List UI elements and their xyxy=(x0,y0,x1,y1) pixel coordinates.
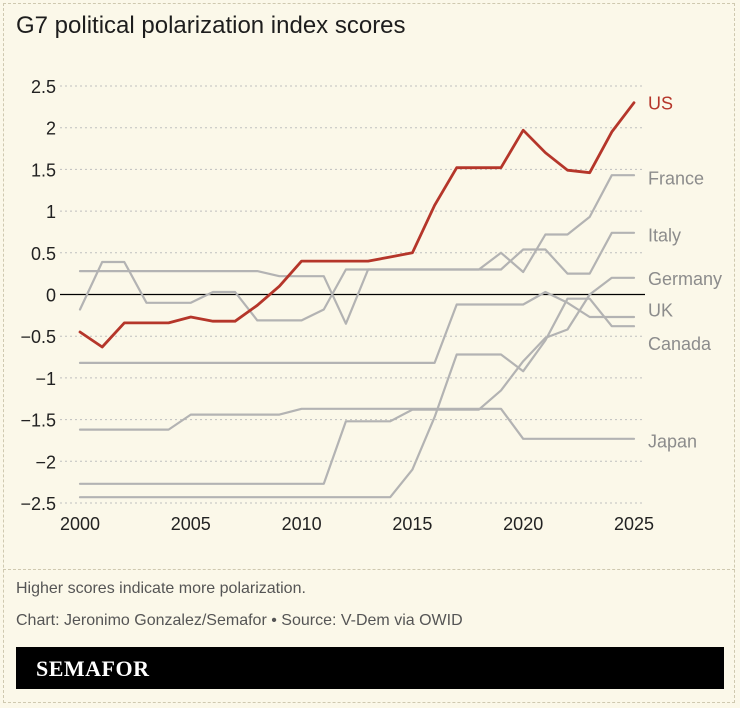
series-label-japan: Japan xyxy=(648,431,697,451)
series-line-germany xyxy=(78,276,636,485)
y-tick-label: −0.5 xyxy=(20,327,56,347)
x-tick-label: 2000 xyxy=(60,514,100,534)
series-line-canada xyxy=(78,297,636,499)
series-line-france xyxy=(78,174,636,325)
y-tick-label: 2.5 xyxy=(31,77,56,97)
x-tick-label: 2005 xyxy=(171,514,211,534)
brand-bar: SEMAFOR xyxy=(16,647,724,689)
x-tick-label: 2020 xyxy=(503,514,543,534)
series-line-uk xyxy=(78,290,636,364)
y-tick-label: 2 xyxy=(46,119,56,139)
chart-credit: Chart: Jeronimo Gonzalez/Semafor • Sourc… xyxy=(16,612,463,629)
y-tick-label: −2.5 xyxy=(20,494,56,514)
series-line-us xyxy=(78,101,636,349)
series-label-canada: Canada xyxy=(648,334,712,354)
x-axis-ticks: 2000 2005 2010 2015 2020 2025 xyxy=(60,514,654,534)
y-tick-label: −2 xyxy=(35,452,56,472)
series-label-france: France xyxy=(648,169,704,189)
y-tick-label: 1 xyxy=(46,202,56,222)
series-labels: France Italy Germany UK Canada Japan US xyxy=(648,94,722,452)
brand-logo: SEMAFOR xyxy=(36,656,150,681)
y-tick-label: 1.5 xyxy=(31,160,56,180)
footer-divider xyxy=(3,569,735,570)
series-line-italy xyxy=(78,231,636,322)
y-tick-label: −1 xyxy=(35,369,56,389)
x-tick-label: 2010 xyxy=(282,514,322,534)
x-tick-label: 2015 xyxy=(392,514,432,534)
series-line-japan xyxy=(78,407,636,440)
series-label-us: US xyxy=(648,94,673,114)
series-label-uk: UK xyxy=(648,301,673,321)
y-axis-ticks: 2.5 2 1.5 1 0.5 0 −0.5 −1 −1.5 −2 −2.5 xyxy=(20,77,56,514)
series-label-germany: Germany xyxy=(648,269,722,289)
grid-lines xyxy=(60,85,645,504)
chart-plot: 2.5 2 1.5 1 0.5 0 −0.5 −1 −1.5 −2 −2.5 2000 2005 201… xyxy=(20,77,722,534)
chart-note: Higher scores indicate more polarization… xyxy=(16,580,306,597)
y-tick-label: −1.5 xyxy=(20,411,56,431)
series-label-italy: Italy xyxy=(648,225,681,245)
y-tick-label: 0.5 xyxy=(31,244,56,264)
chart-title: G7 political polarization index scores xyxy=(16,12,406,39)
series-lines xyxy=(78,101,636,499)
chart-frame xyxy=(3,3,735,703)
y-tick-label: 0 xyxy=(46,286,56,306)
x-tick-label: 2025 xyxy=(614,514,654,534)
